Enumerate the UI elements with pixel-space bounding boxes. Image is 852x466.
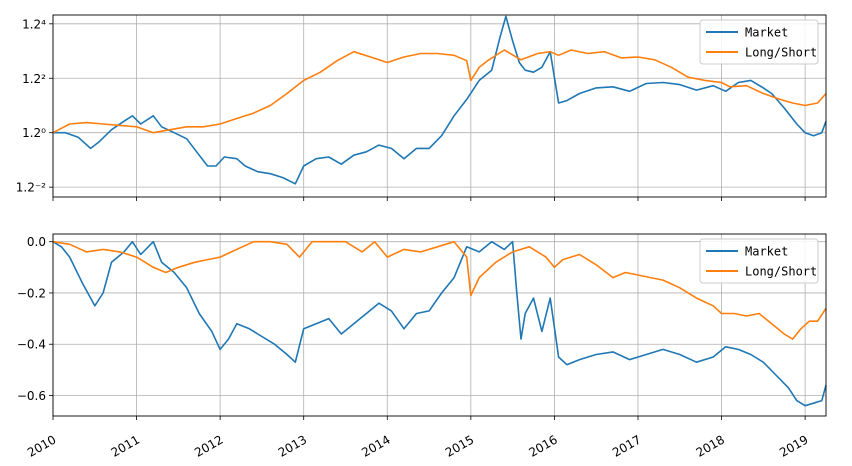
top-series bbox=[52, 15, 827, 185]
top-series-line-market bbox=[53, 15, 827, 185]
top-legend-market-label: Market bbox=[745, 26, 788, 40]
bottom-axes-frame bbox=[52, 233, 827, 417]
bottom-y-tick-label: 0.0 bbox=[27, 235, 46, 249]
top-y-tick-label: 1.2⁰ bbox=[22, 126, 46, 140]
top-legend: Market Long/Short bbox=[699, 19, 819, 65]
top-legend-longshort-label: Long/Short bbox=[745, 46, 817, 60]
top-x-ticks bbox=[52, 197, 806, 201]
bottom-series-line-market bbox=[52, 240, 827, 407]
top-y-tick-label: 1.2⁴ bbox=[22, 17, 46, 31]
bottom-y-tick-label: −0.2 bbox=[17, 286, 46, 300]
top-series-line-long-short bbox=[52, 49, 827, 134]
top-panel: 1.2⁴ 1.2² 1.2⁰ 1.2⁻² Market Long/Short bbox=[16, 14, 827, 201]
top-y-tick-label: 1.2² bbox=[22, 72, 46, 86]
bottom-legend-longshort-label: Long/Short bbox=[745, 265, 817, 279]
bottom-y-tick-label: −0.6 bbox=[17, 389, 46, 403]
bottom-legend: Market Long/Short bbox=[699, 238, 819, 284]
top-y-tick-label: 1.2⁻² bbox=[16, 181, 46, 195]
bottom-legend-market-label: Market bbox=[745, 245, 788, 259]
bottom-series-line-long-short bbox=[52, 240, 827, 340]
top-axes-frame bbox=[52, 14, 827, 198]
bottom-y-tick-label: −0.4 bbox=[17, 338, 46, 352]
top-y-ticks: 1.2⁴ 1.2² 1.2⁰ 1.2⁻² bbox=[16, 17, 53, 195]
bottom-y-ticks: 0.0 −0.2 −0.4 −0.6 bbox=[17, 235, 53, 403]
bottom-series bbox=[52, 240, 827, 407]
